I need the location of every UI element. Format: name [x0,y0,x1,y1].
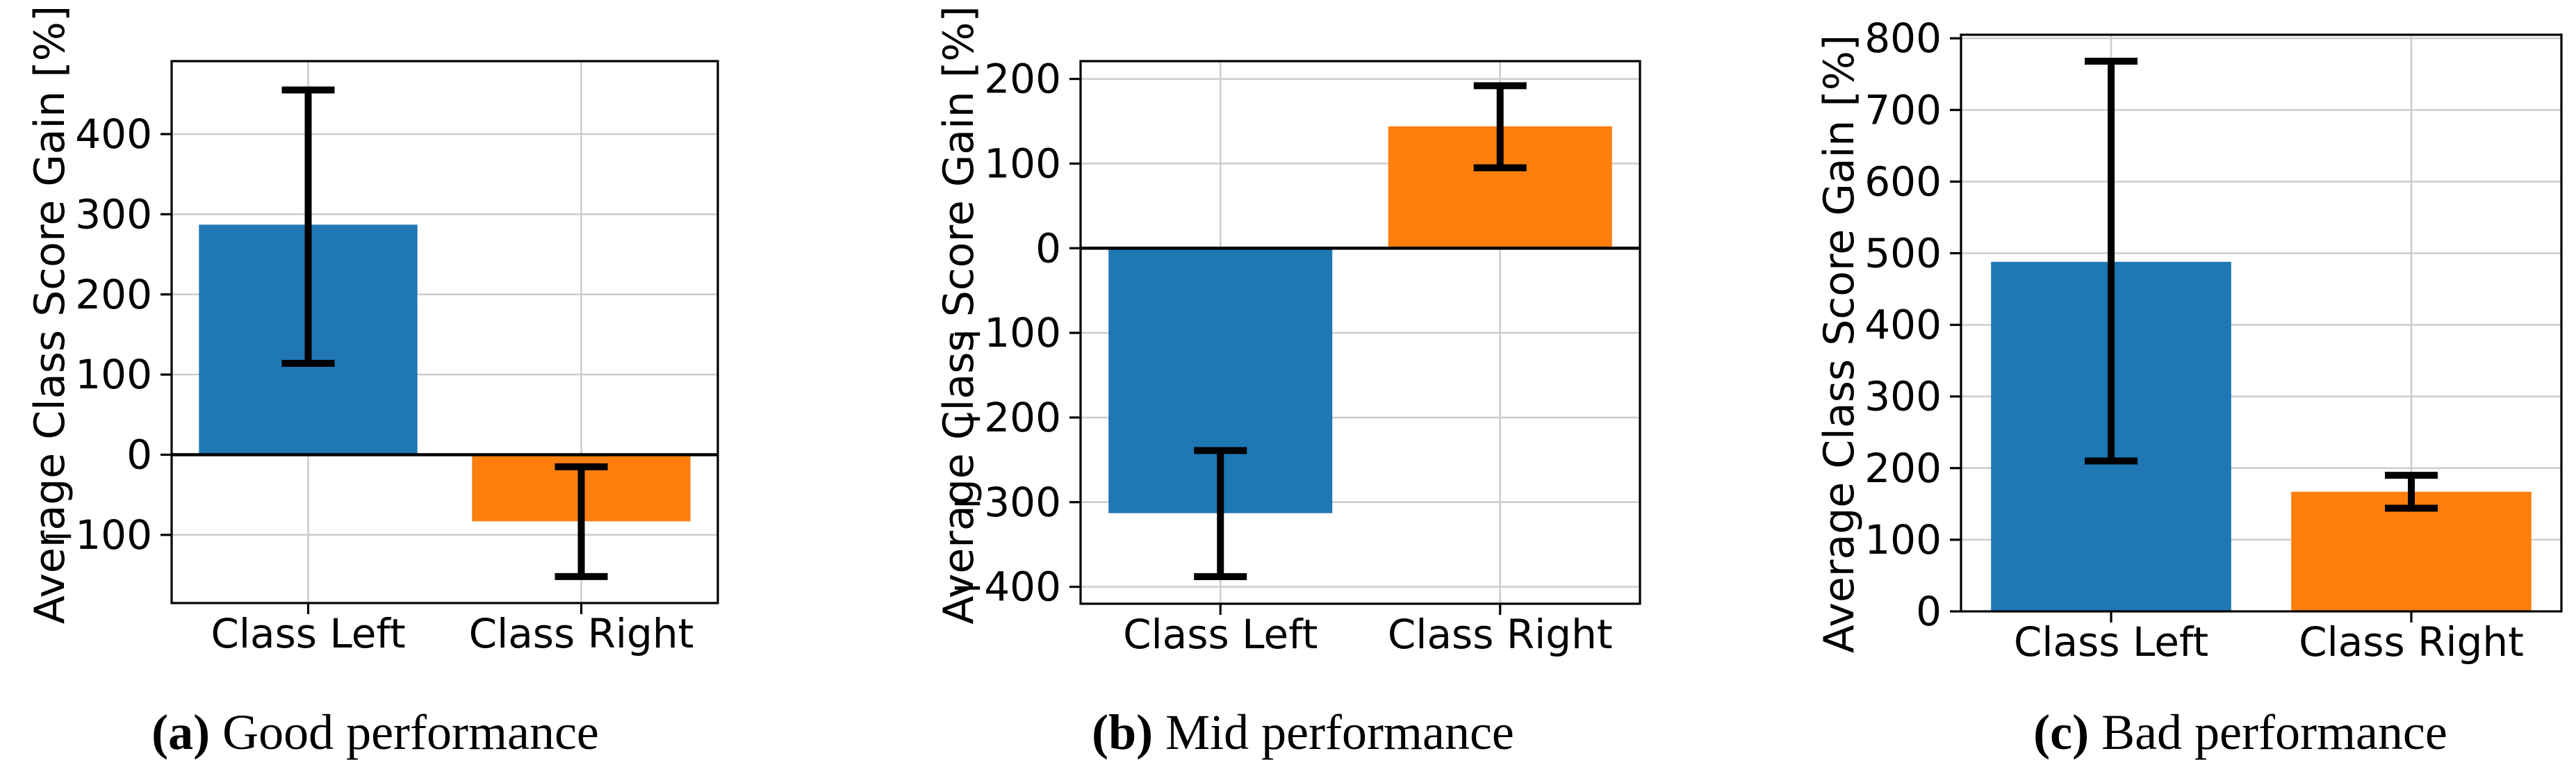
x-tick-label: Class Left [211,610,405,657]
caption-text: Good performance [222,704,599,760]
y-tick-label: 800 [1864,15,1942,62]
plot-border [1079,60,1641,605]
x-tick-label: Class Right [1388,611,1613,658]
x-tick-label: Class Left [1123,611,1318,658]
caption-text: Bad performance [2101,704,2447,760]
bar-chart-bad-performance: (c) Bad performance 0 100 200 300 400 500 600 70… [1815,15,2563,760]
caption-label: (b) [1092,704,1153,760]
x-tick-label: Class Left [2014,618,2208,666]
y-tick-label: −300 [951,479,1061,526]
y-tick-label: 0 [126,431,152,479]
figure-caption: (b) Mid performance [1092,704,1514,760]
y-axis-label: Average Class Score Gain [%] [1815,35,1864,653]
caption-label: (c) [2033,704,2089,760]
y-tick-label: 100 [75,351,152,398]
y-tick-label: −100 [951,309,1061,356]
y-tick-label: 500 [1864,229,1942,277]
x-tick-label: Class Right [2299,618,2524,666]
figure-c-bad-performance: (c) Bad performance 0 100 200 300 400 500 600 70… [1716,0,2575,767]
caption-text: Mid performance [1165,704,1514,760]
caption-label: (a) [151,704,210,760]
y-tick-label: 200 [1864,445,1942,492]
figure-a-good-performance: (a) Good performance −100 0 100 200 300 400 Cla… [0,0,858,767]
y-tick-label: 300 [75,190,152,238]
y-tick-label: 300 [1864,373,1942,420]
y-tick-label: −200 [951,394,1061,441]
figure-caption: (c) Bad performance [2033,704,2447,760]
y-tick-label: 700 [1864,86,1942,133]
y-tick-label: 400 [1864,302,1942,349]
y-tick-label: 100 [1864,516,1942,563]
y-tick-label: −100 [42,511,152,559]
figure-b-mid-performance: (b) Mid performance −400 −300 −200 −100 0 100 2… [858,0,1716,767]
y-axis-label: Average Class Score Gain [%] [935,6,983,624]
plot-border [170,60,719,604]
y-tick-label: 600 [1864,158,1942,205]
bar-chart-mid-performance: (b) Mid performance −400 −300 −200 −100 0 100 2… [935,6,1641,760]
y-axis-label: Average Class Score Gain [%] [26,6,74,624]
figure-caption: (a) Good performance [151,704,599,760]
y-tick-label: −400 [951,563,1061,611]
y-tick-label: 100 [984,140,1061,187]
y-tick-label: 0 [1916,588,1942,635]
y-tick-label: 0 [1035,224,1061,272]
y-tick-label: 200 [984,56,1061,103]
x-tick-label: Class Right [469,610,694,657]
plot-border [1960,33,2563,613]
y-tick-label: 200 [75,271,152,318]
y-tick-label: 400 [75,110,152,158]
bar-chart-good-performance: (a) Good performance −100 0 100 200 300 400 Cla… [26,6,719,760]
